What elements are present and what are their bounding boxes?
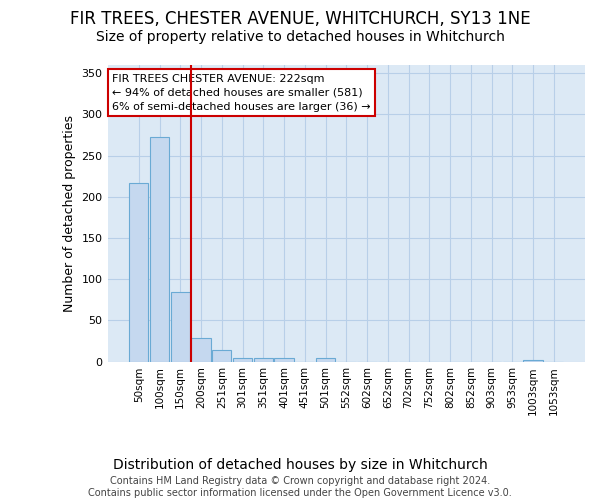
Bar <box>274 358 293 362</box>
Bar <box>129 183 148 362</box>
Bar <box>191 338 211 361</box>
Bar <box>233 358 252 362</box>
Text: FIR TREES CHESTER AVENUE: 222sqm
← 94% of detached houses are smaller (581)
6% o: FIR TREES CHESTER AVENUE: 222sqm ← 94% o… <box>112 74 371 112</box>
Y-axis label: Number of detached properties: Number of detached properties <box>63 115 76 312</box>
Bar <box>171 292 190 362</box>
Text: Distribution of detached houses by size in Whitchurch: Distribution of detached houses by size … <box>113 458 487 471</box>
Bar <box>150 138 169 362</box>
Bar <box>254 358 273 362</box>
Bar <box>316 358 335 362</box>
Text: Contains HM Land Registry data © Crown copyright and database right 2024.
Contai: Contains HM Land Registry data © Crown c… <box>88 476 512 498</box>
Text: FIR TREES, CHESTER AVENUE, WHITCHURCH, SY13 1NE: FIR TREES, CHESTER AVENUE, WHITCHURCH, S… <box>70 10 530 28</box>
Bar <box>523 360 542 362</box>
Text: Size of property relative to detached houses in Whitchurch: Size of property relative to detached ho… <box>95 30 505 44</box>
Bar <box>212 350 232 362</box>
